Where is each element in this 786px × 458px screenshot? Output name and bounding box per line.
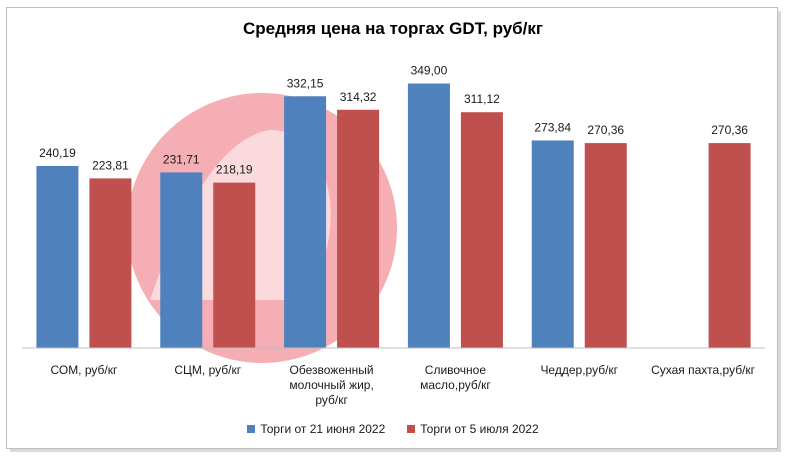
category-label: СЦМ, руб/кг (174, 363, 241, 377)
data-label: 240,19 (39, 146, 76, 160)
data-labels-group: 240,19 223,81 231,71 218,19 332,15 314,32 349,… (39, 63, 748, 176)
category-labels-group: СОМ, руб/кг СЦМ, руб/кг Обезвоженный молочн… (50, 363, 755, 407)
legend-item-series-1: Торги от 21 июня 2022 (247, 422, 385, 436)
frame-shadow-right (778, 11, 781, 451)
category-label: СОМ, руб/кг (50, 363, 118, 377)
data-label: 349,00 (411, 63, 448, 77)
legend-swatch-red (407, 425, 416, 433)
data-label: 270,36 (711, 123, 748, 137)
chart-title: Средняя цена на торгах GDT, руб/кг (243, 19, 543, 38)
bar-jul05-4 (584, 143, 627, 348)
legend-swatch-blue (247, 425, 256, 433)
data-label: 223,81 (92, 158, 129, 172)
data-label: 311,12 (464, 92, 500, 106)
legend: Торги от 21 июня 2022 Торги от 5 июля 20… (0, 422, 786, 436)
bars-group (36, 83, 751, 349)
category-label: Чеддер,руб/кг (540, 363, 618, 377)
category-label: Сухая пахта,руб/кг (651, 363, 756, 377)
legend-label-series-2: Торги от 5 июля 2022 (420, 422, 539, 436)
category-label: Сливочное масло,руб/кг (420, 363, 491, 392)
data-label: 332,15 (287, 76, 324, 90)
data-label: 270,36 (587, 123, 624, 137)
frame-shadow-bottom (10, 449, 781, 452)
data-label: 314,32 (340, 90, 377, 104)
bar-jul05-1 (213, 182, 256, 348)
data-label: 273,84 (534, 120, 571, 134)
bar-jun21-1 (160, 172, 203, 348)
data-label: 231,71 (163, 152, 200, 166)
bar-jul05-0 (89, 178, 132, 348)
bar-jun21-4 (531, 140, 574, 348)
data-label: 218,19 (216, 163, 253, 177)
bar-jul05-5 (708, 143, 751, 348)
category-label: Обезвоженный молочный жир, руб/кг (289, 363, 374, 407)
legend-item-series-2: Торги от 5 июля 2022 (407, 422, 539, 436)
bar-jun21-0 (36, 165, 79, 348)
bar-jun21-3 (407, 83, 450, 348)
bar-jul05-3 (460, 112, 503, 348)
bar-jul05-2 (337, 109, 380, 348)
bar-jun21-2 (284, 96, 327, 349)
legend-label-series-1: Торги от 21 июня 2022 (260, 422, 386, 436)
